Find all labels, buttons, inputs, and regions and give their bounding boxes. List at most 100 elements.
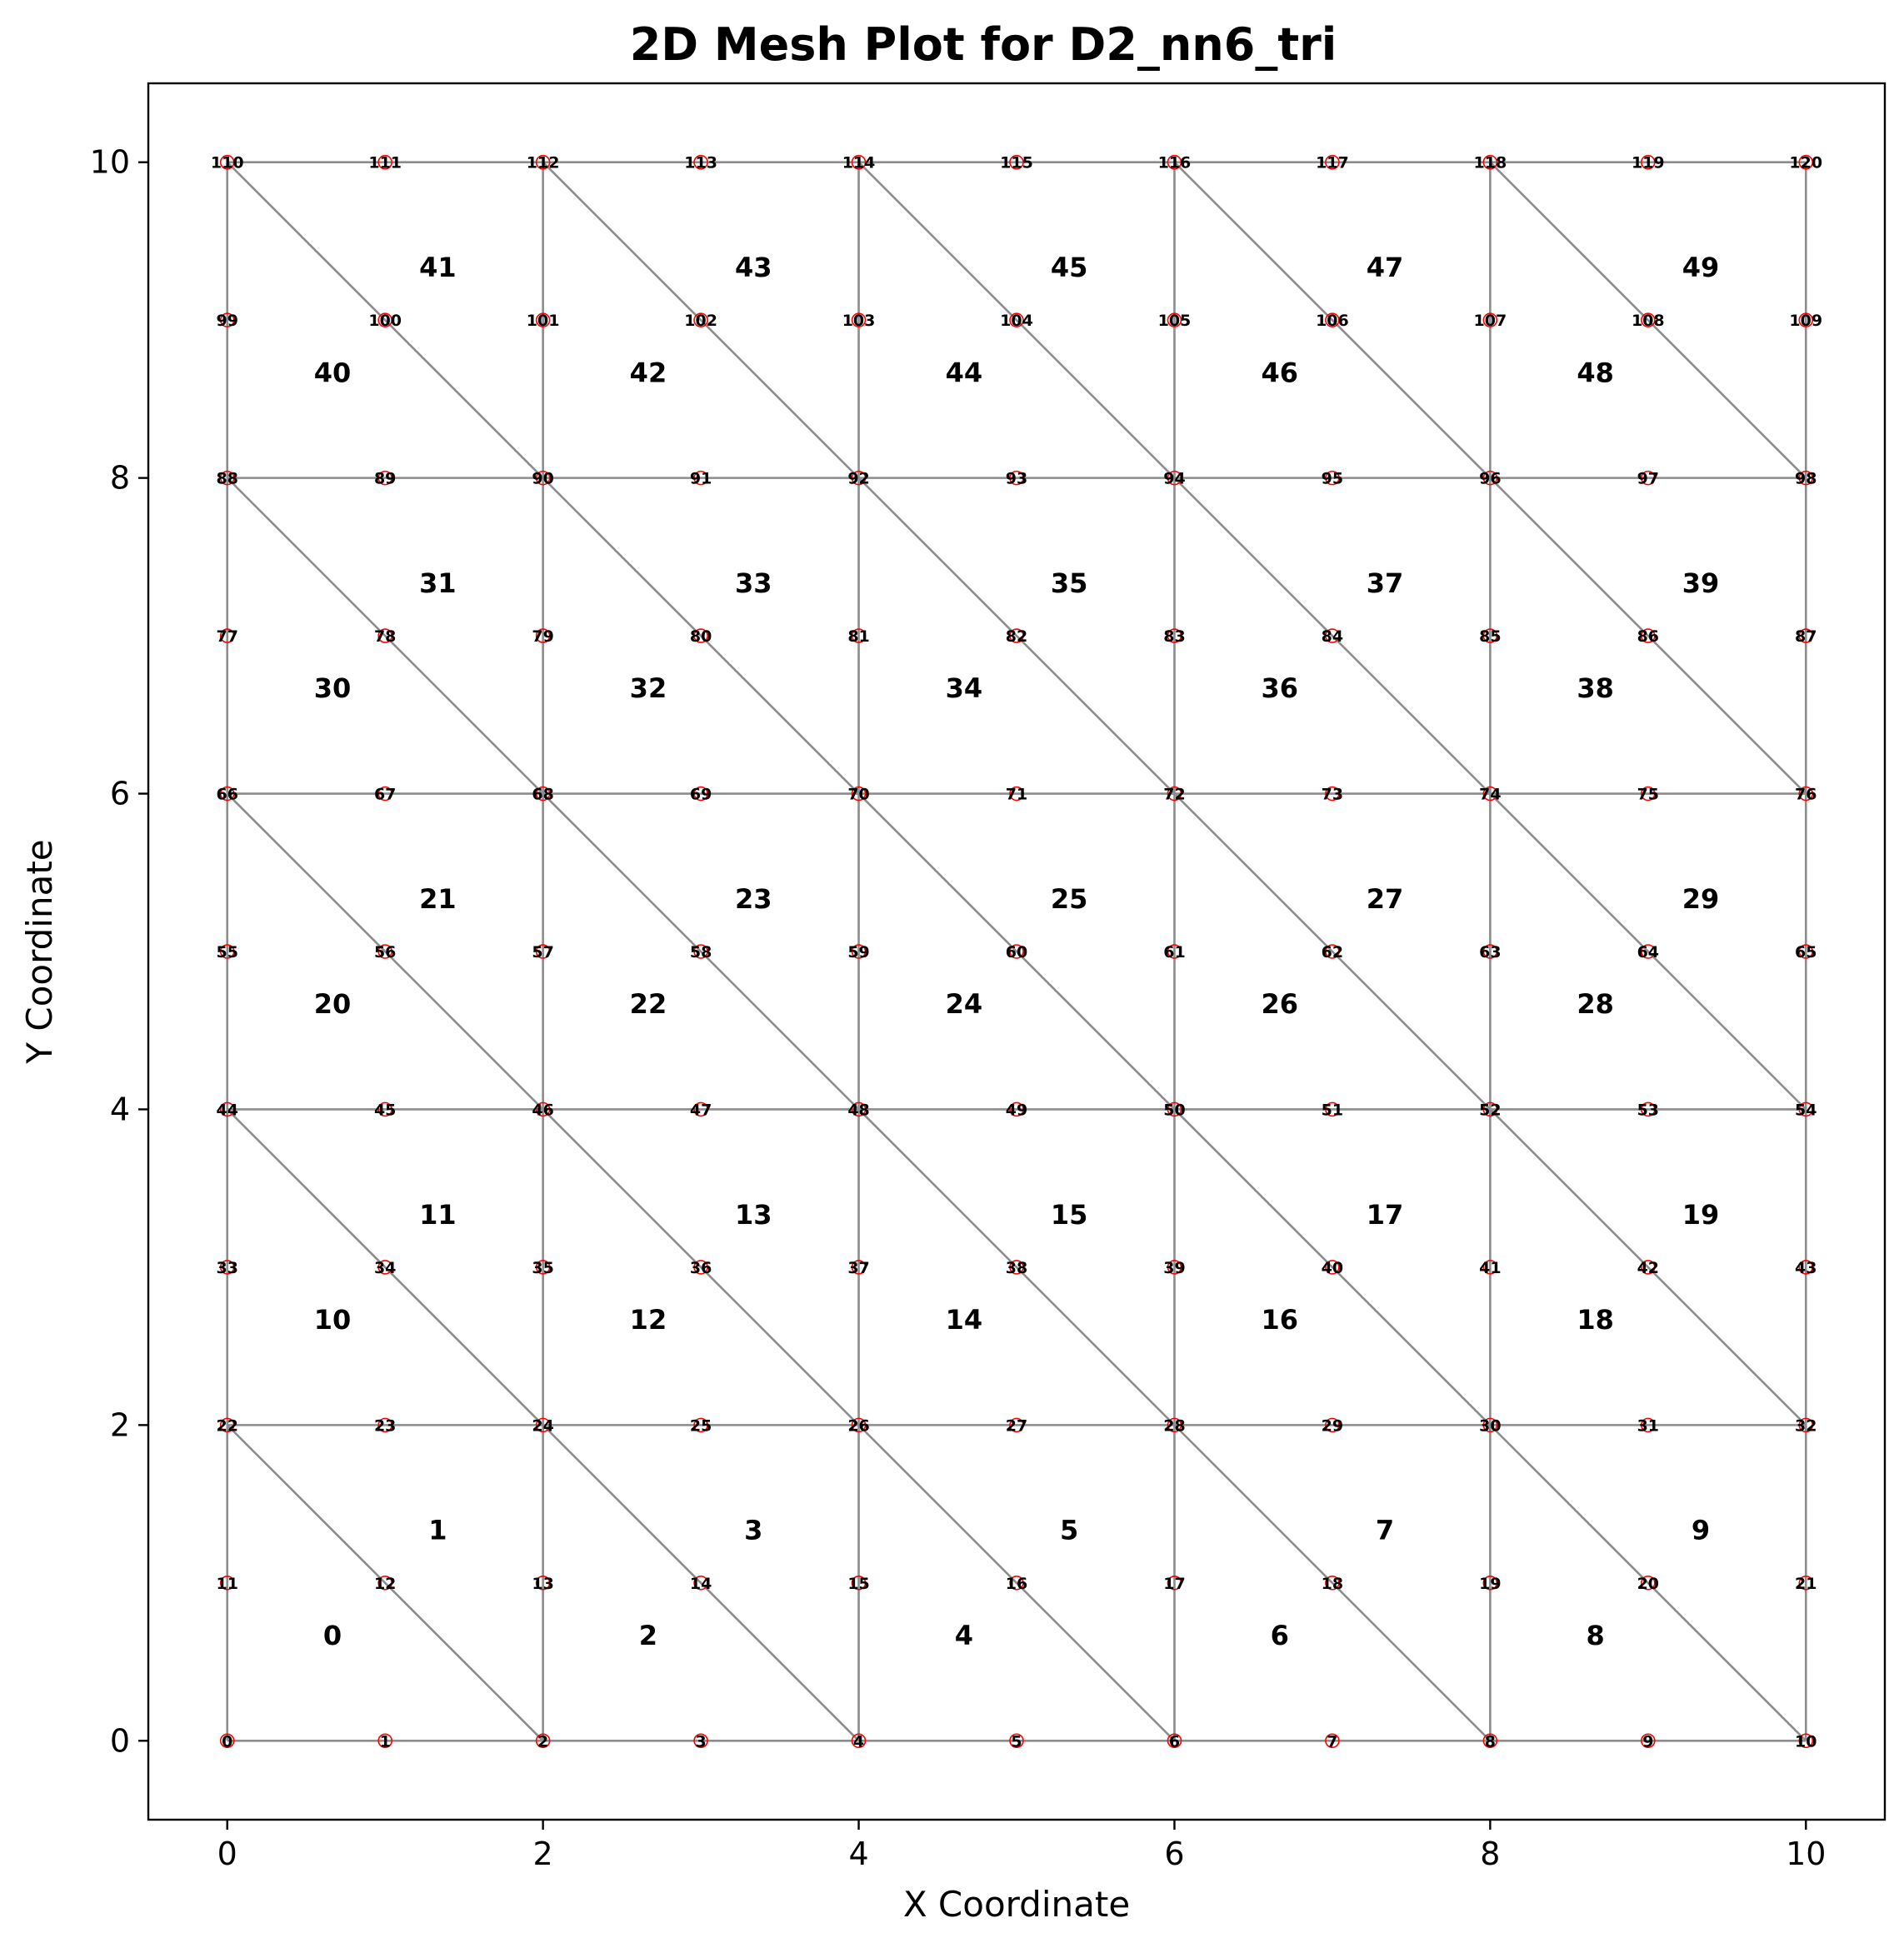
node-label: 69 xyxy=(690,786,712,804)
node-marker xyxy=(1482,1260,1498,1275)
node-label: 74 xyxy=(1479,786,1501,804)
node-label: 48 xyxy=(847,1101,869,1119)
node-marker xyxy=(1009,1576,1024,1591)
node-marker xyxy=(377,944,392,959)
mesh-edge-diagonal xyxy=(857,1108,1176,1426)
node-label: 45 xyxy=(374,1101,396,1119)
mesh-edge-diagonal xyxy=(226,1108,544,1426)
node-label: 5 xyxy=(1011,1732,1022,1751)
element-label: 48 xyxy=(1577,357,1614,388)
element-label: 28 xyxy=(1577,988,1614,1020)
element-label: 44 xyxy=(946,357,983,388)
node-label: 27 xyxy=(1006,1416,1027,1435)
element-label: 8 xyxy=(1587,1620,1605,1651)
node-marker xyxy=(219,944,235,959)
element-label: 10 xyxy=(314,1304,352,1336)
node-label: 46 xyxy=(532,1101,553,1119)
node-marker xyxy=(851,628,867,643)
node-marker xyxy=(377,154,392,170)
node-marker xyxy=(1167,470,1182,486)
node-label: 120 xyxy=(1789,154,1822,172)
node-label: 101 xyxy=(527,312,560,330)
mesh-edge-diagonal xyxy=(1489,477,1807,795)
node-marker xyxy=(1009,944,1024,959)
node-marker xyxy=(1482,944,1498,959)
node-label: 98 xyxy=(1795,470,1817,488)
node-label: 83 xyxy=(1163,627,1185,646)
node-label: 34 xyxy=(374,1259,396,1277)
node-label: 64 xyxy=(1637,943,1659,962)
node-marker xyxy=(219,628,235,643)
node-label: 41 xyxy=(1479,1259,1501,1277)
node-label: 108 xyxy=(1632,312,1665,330)
node-label: 60 xyxy=(1006,943,1027,962)
node-marker xyxy=(1641,154,1656,170)
node-label: 110 xyxy=(211,154,244,172)
node-marker xyxy=(1482,1733,1498,1749)
node-label: 102 xyxy=(684,312,717,330)
node-label: 109 xyxy=(1789,312,1822,330)
node-label: 84 xyxy=(1322,627,1343,646)
node-label: 42 xyxy=(1637,1259,1659,1277)
element-label: 25 xyxy=(1051,883,1088,915)
node-label: 119 xyxy=(1632,154,1665,172)
x-tick-label: 2 xyxy=(533,1836,553,1872)
y-tick-label: 10 xyxy=(90,144,130,181)
node-label: 33 xyxy=(217,1259,238,1277)
plot-frame xyxy=(147,82,1887,1821)
mesh-edge-diagonal xyxy=(542,477,860,795)
node-marker xyxy=(1325,944,1340,959)
node-label: 18 xyxy=(1322,1575,1343,1593)
node-label: 7 xyxy=(1327,1732,1337,1751)
node-marker xyxy=(1325,628,1340,643)
element-label: 21 xyxy=(419,883,457,915)
node-marker xyxy=(1325,312,1340,327)
node-label: 29 xyxy=(1322,1416,1343,1435)
node-marker xyxy=(1798,786,1814,802)
node-marker xyxy=(1482,1417,1498,1433)
node-marker xyxy=(1009,628,1024,643)
node-label: 22 xyxy=(217,1416,238,1435)
node-marker xyxy=(1325,470,1340,486)
node-label: 66 xyxy=(217,786,238,804)
node-marker xyxy=(377,470,392,486)
element-label: 9 xyxy=(1692,1515,1710,1546)
node-label: 15 xyxy=(847,1575,869,1593)
node-marker xyxy=(851,1733,867,1749)
node-label: 79 xyxy=(532,627,553,646)
node-label: 58 xyxy=(690,943,712,962)
y-axis-label: Y Coordinate xyxy=(19,839,60,1064)
node-label: 20 xyxy=(1637,1575,1659,1593)
node-marker xyxy=(1009,1101,1024,1117)
node-marker xyxy=(219,1101,235,1117)
node-label: 81 xyxy=(847,627,869,646)
node-marker xyxy=(851,1260,867,1275)
x-tick-label: 10 xyxy=(1786,1836,1826,1872)
node-label: 116 xyxy=(1158,154,1192,172)
mesh-edge-diagonal xyxy=(1173,161,1492,479)
node-label: 35 xyxy=(532,1259,553,1277)
node-marker xyxy=(1167,1260,1182,1275)
element-label: 16 xyxy=(1261,1304,1298,1336)
node-label: 96 xyxy=(1479,470,1501,488)
node-label: 50 xyxy=(1163,1101,1185,1119)
element-label: 19 xyxy=(1682,1199,1720,1231)
node-label: 86 xyxy=(1637,627,1659,646)
node-label: 72 xyxy=(1163,786,1185,804)
node-label: 53 xyxy=(1637,1101,1659,1119)
y-tick-label: 8 xyxy=(110,460,130,497)
mesh-edge-diagonal xyxy=(857,792,1176,1111)
node-marker xyxy=(1641,628,1656,643)
node-marker xyxy=(377,1417,392,1433)
y-tick-label: 0 xyxy=(110,1722,130,1759)
node-label: 62 xyxy=(1322,943,1343,962)
node-label: 3 xyxy=(695,1732,706,1751)
node-marker xyxy=(693,786,708,802)
node-marker xyxy=(535,470,551,486)
y-tick-label: 2 xyxy=(110,1406,130,1443)
node-marker xyxy=(851,1417,867,1433)
element-label: 23 xyxy=(735,883,772,915)
node-marker xyxy=(377,1260,392,1275)
node-marker xyxy=(1482,312,1498,327)
mesh-edge-diagonal xyxy=(1173,477,1492,795)
